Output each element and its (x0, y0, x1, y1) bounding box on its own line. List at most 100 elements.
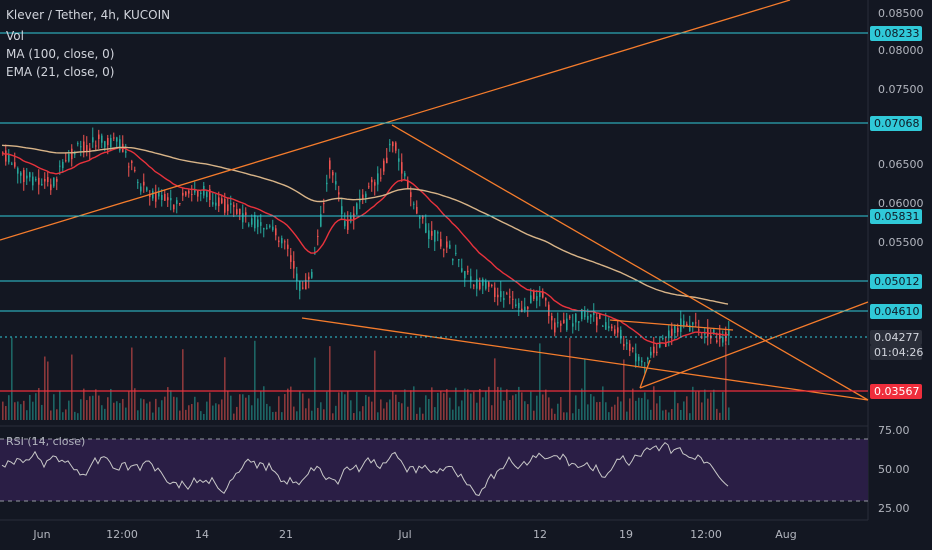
candle-body (38, 177, 40, 185)
level-tag[interactable]: 0.04610 (870, 304, 922, 319)
candle-body (671, 328, 673, 336)
volume-bar (83, 388, 85, 420)
candle-body (53, 177, 55, 187)
candle-body (323, 203, 325, 205)
volume-bar (563, 412, 565, 420)
volume-bar (449, 397, 451, 420)
price-tick: 0.08000 (878, 44, 924, 57)
rsi-tick: 25.00 (878, 502, 910, 515)
volume-bar (674, 390, 676, 420)
volume-bar (305, 408, 307, 420)
volume-bar (668, 412, 670, 420)
ema-indicator-label[interactable]: EMA (21, close, 0) (6, 65, 115, 79)
volume-bar (686, 396, 688, 420)
candle-body (167, 197, 169, 201)
volume-bar (389, 399, 391, 420)
candle-body (134, 169, 136, 171)
level-tag[interactable]: 0.05012 (870, 274, 922, 289)
volume-bar (242, 394, 244, 420)
candle-body (191, 193, 193, 195)
candle-body (80, 146, 82, 148)
volume-bar (296, 411, 298, 420)
candle-body (608, 326, 610, 329)
candle-body (515, 304, 517, 306)
volume-bar (536, 395, 538, 420)
time-tick: 14 (195, 528, 209, 541)
level-tag[interactable]: 0.03567 (870, 384, 922, 399)
candle-body (500, 291, 502, 298)
candle-body (74, 153, 76, 155)
last-price-tag[interactable]: 0.04277 (870, 330, 922, 345)
volume-bar (182, 349, 184, 420)
candle-body (356, 203, 358, 215)
volume-bar (608, 412, 610, 420)
vol-indicator-label[interactable]: Vol (6, 29, 24, 43)
volume-bar (131, 347, 133, 420)
candle-body (467, 270, 469, 273)
volume-bar (554, 413, 556, 420)
volume-bar (386, 402, 388, 420)
level-tag[interactable]: 0.07068 (870, 116, 922, 131)
volume-bar (227, 390, 229, 420)
volume-bar (239, 394, 241, 420)
candle-body (260, 222, 262, 226)
volume-bar (80, 399, 82, 420)
volume-bar (701, 402, 703, 420)
volume-bar (344, 394, 346, 420)
volume-bar (707, 398, 709, 420)
trend-line (639, 301, 869, 389)
candle-body (242, 213, 244, 223)
candle-body (590, 314, 592, 318)
volume-bar (176, 397, 178, 420)
candle-body (482, 279, 484, 286)
volume-bar (494, 358, 496, 420)
level-tag[interactable]: 0.05831 (870, 209, 922, 224)
candle-body (614, 329, 616, 334)
candle-body (542, 290, 544, 298)
candle-body (308, 276, 310, 280)
candle-body (494, 287, 496, 297)
trend-line (639, 359, 651, 389)
volume-bar (206, 401, 208, 420)
volume-bar (422, 413, 424, 420)
candle-body (488, 282, 490, 287)
candle-body (602, 325, 604, 327)
candle-body (107, 138, 109, 146)
rsi-indicator-label[interactable]: RSI (14, close) (6, 435, 86, 448)
volume-bar (395, 394, 397, 420)
time-tick: 21 (279, 528, 293, 541)
candle-body (251, 218, 253, 225)
volume-bar (308, 398, 310, 420)
candle-body (173, 204, 175, 210)
volume-bar (587, 404, 589, 420)
candle-body (245, 212, 247, 216)
ma-indicator-label[interactable]: MA (100, close, 0) (6, 47, 115, 61)
candle-body (635, 353, 637, 362)
candle-body (17, 168, 19, 174)
candle-body (413, 203, 415, 205)
volume-bar (575, 395, 577, 420)
volume-bar (107, 397, 109, 420)
volume-bar (497, 386, 499, 420)
candle-body (29, 172, 31, 178)
volume-bar (128, 391, 130, 420)
candle-body (662, 338, 664, 340)
volume-bar (317, 407, 319, 420)
volume-bar (38, 388, 40, 420)
volume-bar (194, 396, 196, 420)
volume-bar (113, 402, 115, 420)
volume-bar (236, 406, 238, 420)
volume-bar (653, 386, 655, 420)
candle-body (50, 184, 52, 191)
candle-body (179, 203, 181, 205)
volume-bar (722, 392, 724, 420)
candle-body (395, 142, 397, 151)
candle-body (143, 181, 145, 186)
symbol-title[interactable]: Klever / Tether, 4h, KUCOIN (6, 8, 171, 22)
volume-bar (68, 400, 70, 420)
level-tag[interactable]: 0.08233 (870, 26, 922, 41)
candle-body (485, 281, 487, 289)
volume-bar (23, 400, 25, 420)
candle-body (362, 194, 364, 200)
